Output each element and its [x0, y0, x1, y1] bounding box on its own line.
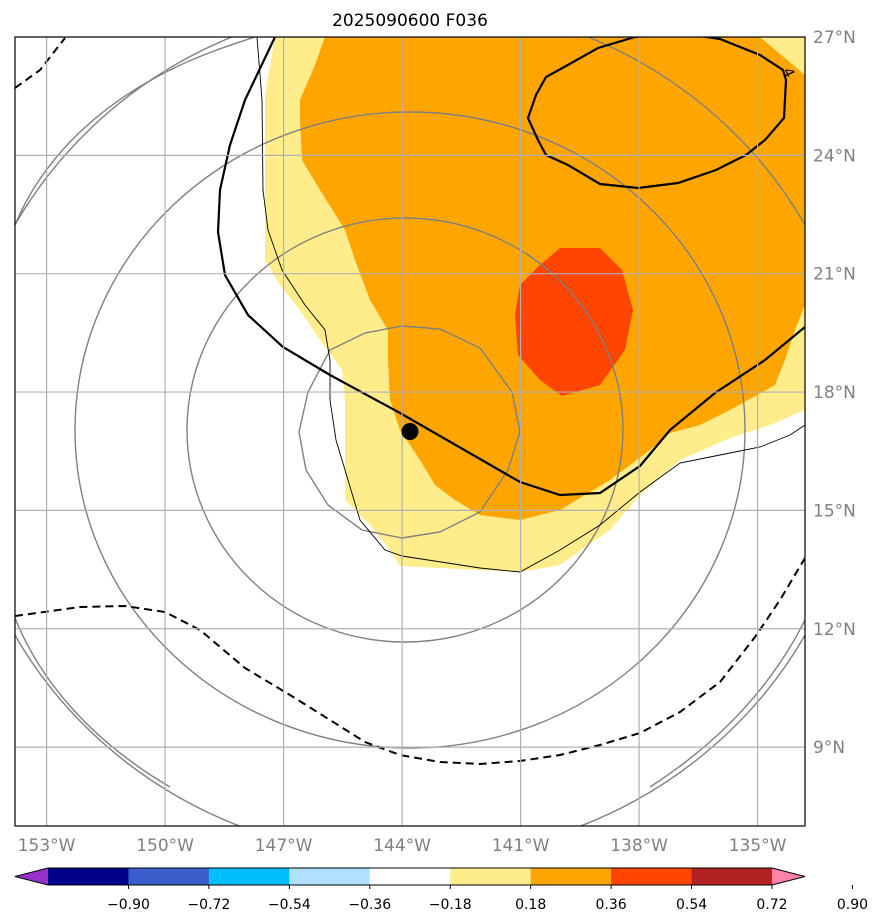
lon-label: 147°W: [255, 836, 313, 856]
colorbar-tick-label: 0.18: [515, 897, 546, 913]
ring-6-arc-right: [649, 619, 805, 788]
field-fill-0.54-0.72: [515, 248, 633, 396]
lon-label: 150°W: [136, 836, 194, 856]
lat-label: 21°N: [813, 265, 856, 285]
lon-label: 141°W: [492, 836, 550, 856]
colorbar-segment: [450, 868, 531, 885]
map-panel: 4 27°N 24°N 21°N 18°N 15°N 12°N 9°N 153°W 150°W…: [14, 28, 856, 856]
colorbar-tick-label: 0.72: [756, 897, 787, 913]
colorbar-extend-high: [772, 868, 805, 885]
colorbar-extend-low: [15, 868, 48, 885]
lat-label: 9°N: [813, 738, 845, 758]
colorbar-segment: [289, 868, 371, 885]
colorbar: −0.90 −0.72 −0.54 −0.36 −0.18 0.18 0.36 0.54 0.7…: [14, 867, 868, 913]
colorbar-tick-label: 0.36: [596, 897, 627, 913]
dashed-contour-bottom: [15, 557, 805, 766]
lat-label: 27°N: [813, 28, 856, 48]
closed-contour: [526, 37, 788, 190]
longitude-labels: 153°W 150°W 147°W 144°W 141°W 138°W 135°W: [18, 836, 787, 856]
storm-center-marker: [401, 423, 419, 440]
plot-title: 2025090600 F036: [332, 11, 488, 31]
lon-label: 144°W: [373, 836, 431, 856]
colorbar-tick-label: −0.90: [107, 897, 150, 913]
lat-label: 12°N: [813, 620, 856, 640]
colorbar-segment: [691, 868, 773, 885]
colorbar-outline: [14, 867, 806, 886]
ring-6-arc-left: [15, 617, 171, 788]
lat-label: 24°N: [813, 146, 856, 166]
ring-3: [74, 111, 746, 749]
lon-label: 153°W: [18, 836, 76, 856]
colorbar-segment: [530, 868, 612, 885]
thick-contour: [216, 37, 805, 497]
gridlines: [15, 37, 805, 826]
dashed-contour-top: [15, 37, 66, 89]
colorbar-tick-label: −0.36: [348, 897, 391, 913]
colorbar-tick-label: −0.54: [268, 897, 311, 913]
lat-label: 15°N: [813, 501, 856, 521]
ring-5-arc-left: [15, 37, 256, 226]
lat-label: 18°N: [813, 383, 856, 403]
lon-label: 135°W: [729, 836, 787, 856]
thin-contour: [256, 37, 805, 573]
lon-label: 138°W: [610, 836, 668, 856]
colorbar-tick-label: 0.54: [676, 897, 707, 913]
colorbar-tick-label: −0.18: [429, 897, 472, 913]
latitude-labels: 27°N 24°N 21°N 18°N 15°N 12°N 9°N: [813, 28, 856, 758]
colorbar-segment: [208, 868, 290, 885]
colorbar-segment: [369, 868, 451, 885]
colorbar-segment: [48, 868, 129, 885]
map-content: 4: [15, 37, 805, 826]
ring-2: [186, 217, 624, 643]
colorbar-segment: [611, 868, 692, 885]
colorbar-segment: [128, 868, 210, 885]
colorbar-tick-label: 0.90: [837, 897, 868, 913]
map-frame: [14, 36, 806, 827]
colorbar-tick-label: −0.72: [187, 897, 230, 913]
